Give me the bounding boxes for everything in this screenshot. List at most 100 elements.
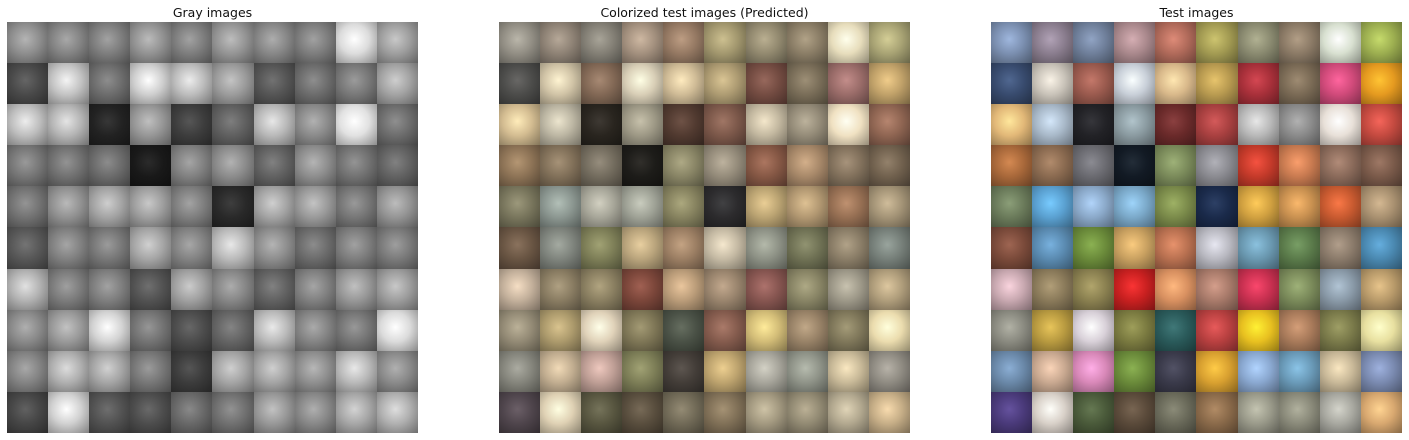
image-tile [1278,268,1320,310]
image-tile [1155,145,1197,187]
image-tile [704,186,746,228]
image-tile [253,391,295,433]
image-tile [745,104,787,146]
image-tile [89,145,131,187]
image-tile [48,350,90,392]
image-tile [171,22,213,64]
image-tile [745,186,787,228]
image-tile [786,104,828,146]
image-tile [48,145,90,187]
image-tile [704,63,746,105]
image-tile [663,145,705,187]
image-tile [1319,391,1361,433]
image-tile [376,350,418,392]
image-tile [1237,227,1279,269]
image-tile [786,22,828,64]
image-tile [1032,268,1074,310]
image-tile [7,186,49,228]
image-tile [171,227,213,269]
image-tile [827,186,869,228]
image-tile [376,22,418,64]
image-tile [1073,350,1115,392]
image-tile [1114,350,1156,392]
image-tile [1360,186,1402,228]
image-tile [540,350,582,392]
image-tile [1073,104,1115,146]
image-tile [253,63,295,105]
image-tile [1155,63,1197,105]
image-tile [991,22,1033,64]
image-tile [376,268,418,310]
image-tile [1319,350,1361,392]
image-tile [622,145,664,187]
image-tile [89,350,131,392]
image-tile [1196,391,1238,433]
image-tile [212,186,254,228]
image-tile [1319,268,1361,310]
image-tile [663,268,705,310]
image-tile [745,227,787,269]
image-tile [253,104,295,146]
image-tile [704,104,746,146]
image-tile [622,186,664,228]
image-tile [1196,186,1238,228]
image-tile [499,63,541,105]
image-tile [212,63,254,105]
image-tile [786,309,828,351]
image-tile [1360,227,1402,269]
image-tile [376,63,418,105]
image-tile [294,268,336,310]
image-tile [171,186,213,228]
image-tile [581,268,623,310]
image-tile [130,22,172,64]
image-tile [499,186,541,228]
image-tile [48,309,90,351]
image-tile [745,350,787,392]
image-tile [499,268,541,310]
image-tile [171,63,213,105]
image-tile [1032,350,1074,392]
image-tile [663,350,705,392]
image-tile [786,63,828,105]
image-tile [745,22,787,64]
image-tile [1319,309,1361,351]
image-tile [1278,309,1320,351]
image-tile [1114,22,1156,64]
image-tile [130,268,172,310]
image-tile [868,145,910,187]
image-tile [1114,391,1156,433]
image-tile [1319,186,1361,228]
image-tile [335,145,377,187]
image-tile [622,22,664,64]
image-tile [1155,350,1197,392]
image-tile [335,104,377,146]
image-tile [294,309,336,351]
image-tile [294,63,336,105]
image-tile [868,350,910,392]
image-tile [499,227,541,269]
image-tile [1032,186,1074,228]
image-tile [294,145,336,187]
image-tile [745,309,787,351]
image-tile [1155,22,1197,64]
image-tile [335,22,377,64]
image-tile [1196,309,1238,351]
image-tile [663,186,705,228]
image-tile [130,63,172,105]
image-tile [622,104,664,146]
image-tile [1114,63,1156,105]
image-tile [1360,145,1402,187]
image-tile [1114,227,1156,269]
image-tile [1319,227,1361,269]
image-tile [1073,227,1115,269]
image-tile [1032,104,1074,146]
image-tile [1196,227,1238,269]
image-tile [581,22,623,64]
image-tile [1032,227,1074,269]
image-tile [745,145,787,187]
panel-title: Gray images [172,5,253,20]
image-tile [294,186,336,228]
image-tile [1073,186,1115,228]
predicted-images-panel: Colorized test images (Predicted) [499,0,910,440]
image-tile [7,63,49,105]
